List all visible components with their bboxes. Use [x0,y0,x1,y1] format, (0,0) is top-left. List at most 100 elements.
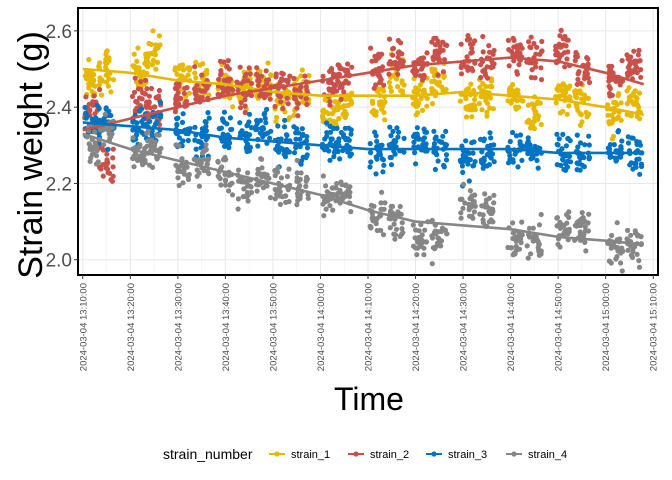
data-point [287,73,293,79]
data-point [133,151,139,157]
data-point [462,93,468,99]
data-point [575,76,581,82]
data-point [259,156,265,162]
data-point [563,143,570,149]
data-point [378,200,384,206]
data-point [292,87,298,93]
data-point [457,98,463,104]
data-point [556,83,562,89]
data-point [105,83,111,89]
data-point [386,215,392,222]
data-point [97,86,103,93]
data-point [110,77,117,83]
data-point [471,209,477,215]
x-tick-label: 2024-03-04 13:20:00 [126,283,137,371]
data-point [429,261,435,267]
data-point [235,206,241,212]
data-point [386,71,392,77]
data-point [535,165,541,171]
data-point [320,173,326,179]
data-point [293,130,299,136]
data-point [131,89,138,95]
data-point [255,82,261,88]
data-point [299,67,305,73]
data-point [216,76,222,83]
data-point [413,68,419,74]
data-point [438,228,444,235]
data-point [149,132,155,138]
data-point [130,119,136,125]
data-point [628,54,634,60]
data-point [401,149,407,155]
data-point [193,92,199,98]
data-point [327,123,333,129]
data-point [158,145,164,151]
data-point [334,125,340,131]
data-point [424,103,430,109]
data-point [192,124,198,130]
legend-label: strain_3 [448,449,487,461]
data-point [519,143,525,149]
data-point [610,133,617,139]
data-point [303,183,309,189]
data-point [335,190,341,196]
data-point [625,134,631,140]
data-point [243,144,249,150]
data-point [386,36,393,42]
data-point [334,101,341,107]
data-point [472,97,478,103]
data-point [586,142,592,148]
data-point [330,185,336,191]
data-point [516,62,522,68]
data-point [99,78,105,84]
data-point [432,166,438,173]
data-point [566,226,572,232]
data-point [198,159,204,165]
data-point [226,188,232,194]
data-point [581,231,587,237]
data-point [471,198,477,205]
data-point [434,52,440,59]
data-point [565,231,571,237]
data-point [440,47,446,53]
data-point [324,189,330,195]
data-point [152,139,158,145]
data-point [180,138,186,144]
data-point [584,114,590,120]
data-point [291,96,298,102]
data-point [519,45,525,51]
data-point [83,115,89,121]
data-point [286,149,292,155]
data-point [372,129,378,135]
data-point [136,144,142,150]
x-tick-label: 2024-03-04 14:20:00 [411,283,422,371]
data-point [338,96,344,102]
data-point [393,138,399,145]
data-point [615,129,621,135]
data-point [104,157,110,164]
data-point [151,104,157,110]
data-point [321,213,327,219]
data-point [367,223,373,229]
data-point [442,141,448,147]
data-point [461,181,467,187]
data-point [184,85,190,91]
data-point [179,119,186,125]
data-point [367,164,373,170]
data-point [370,100,376,106]
data-point [228,126,234,133]
data-point [412,96,419,102]
data-point [628,160,634,166]
data-point [378,99,384,105]
data-point [156,87,162,94]
data-point [320,73,326,79]
data-point [531,106,537,112]
data-point [278,99,284,105]
data-point [563,89,569,96]
y-tick-label: 2.6 [46,22,72,43]
data-point [277,201,283,207]
data-point [294,178,300,184]
data-point [377,143,383,149]
data-point [142,145,148,151]
data-point [433,79,439,85]
